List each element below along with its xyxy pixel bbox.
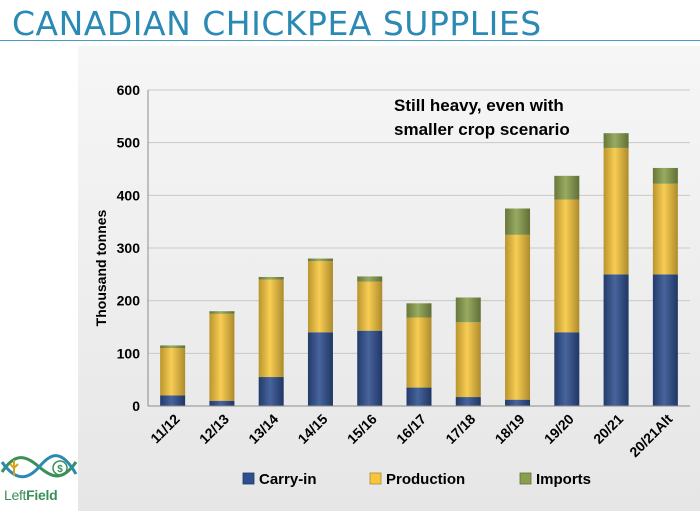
bar-segment-imports <box>209 311 235 314</box>
bar-segment-carry-in <box>258 377 284 406</box>
bar-segment-production <box>406 317 432 388</box>
chart-panel <box>78 46 700 511</box>
leftfield-logo-icon: $ <box>0 454 78 479</box>
bar-segment-production <box>357 281 383 331</box>
annotation-line: smaller crop scenario <box>394 120 570 139</box>
x-tick-labels: 11/12 12/13 13/14 14/15 15/16 16/17 17/18 18/19… <box>147 411 676 461</box>
legend-swatch <box>242 472 255 485</box>
bar-segment-carry-in <box>505 399 531 406</box>
y-tick-label: 500 <box>117 135 141 151</box>
bar-segment-production <box>455 322 481 398</box>
bar-segment-carry-in <box>603 274 629 406</box>
gridlines <box>148 89 690 354</box>
slide-title: CANADIAN CHICKPEA SUPPLIES <box>12 4 542 43</box>
x-tick-label: 15/16 <box>344 411 380 447</box>
axes <box>147 90 690 407</box>
x-tick-label: 20/21Alt <box>626 411 676 461</box>
bar-segment-imports <box>455 297 481 323</box>
legend-swatch <box>519 472 532 485</box>
bar-segment-carry-in <box>307 332 333 406</box>
x-tick-label: 11/12 <box>147 411 183 447</box>
annotation-line: Still heavy, even with <box>394 96 564 115</box>
bar-segment-production <box>652 183 678 275</box>
chart-annotation: Still heavy, even with smaller crop scena… <box>394 96 570 139</box>
bar-segment-imports <box>258 276 284 280</box>
legend-label: Production <box>386 471 465 488</box>
bar-segment-production <box>209 313 235 401</box>
bar-segment-carry-in <box>209 400 235 406</box>
y-tick-label: 400 <box>117 187 141 203</box>
legend-label: Imports <box>536 471 591 488</box>
logo-wordmark: LeftField <box>4 487 58 503</box>
x-tick-label: 17/18 <box>442 411 478 447</box>
x-tick-label: 12/13 <box>196 411 232 447</box>
bar-segment-carry-in <box>455 397 481 406</box>
bar-segment-imports <box>505 208 531 235</box>
bar-segment-production <box>258 279 284 378</box>
y-tick-label: 600 <box>117 82 141 98</box>
legend-label: Carry-in <box>259 471 317 488</box>
legend: Carry-in Production Imports <box>242 471 591 488</box>
y-tick-label: 300 <box>117 240 141 256</box>
bar-segment-carry-in <box>160 395 186 406</box>
y-axis-title: Thousand tonnes <box>93 209 109 326</box>
title-divider <box>0 40 700 41</box>
x-tick-label: 18/19 <box>492 411 528 447</box>
y-tick-label: 100 <box>117 345 141 361</box>
x-tick-label: 13/14 <box>245 411 281 447</box>
y-tick-label: 200 <box>117 293 141 309</box>
legend-swatch <box>369 472 382 485</box>
bar-segment-imports <box>307 258 333 262</box>
bar-segment-production <box>160 348 186 396</box>
bar-segment-imports <box>652 167 678 184</box>
bar-segment-imports <box>406 303 432 318</box>
bar-segment-imports <box>603 133 629 148</box>
y-tick-label: 0 <box>132 398 140 414</box>
x-tick-label: 14/15 <box>294 411 330 447</box>
bar-segment-carry-in <box>652 274 678 406</box>
bar-segment-carry-in <box>554 332 580 406</box>
bars <box>160 133 678 406</box>
bar-segment-carry-in <box>357 330 383 406</box>
svg-text:$: $ <box>57 464 63 475</box>
x-tick-label: 19/20 <box>541 411 577 447</box>
y-tick-labels: 0 100 200 300 400 500 600 <box>117 82 141 414</box>
bar-segment-production <box>505 234 531 400</box>
x-tick-label: 20/21 <box>590 411 626 447</box>
bar-segment-imports <box>160 345 186 349</box>
bar-segment-production <box>554 199 580 333</box>
bar-segment-carry-in <box>406 387 432 406</box>
bar-segment-imports <box>554 175 580 200</box>
bar-segment-imports <box>357 276 383 282</box>
bar-segment-production <box>603 147 629 275</box>
x-tick-label: 16/17 <box>393 411 429 447</box>
bar-segment-production <box>307 261 333 333</box>
